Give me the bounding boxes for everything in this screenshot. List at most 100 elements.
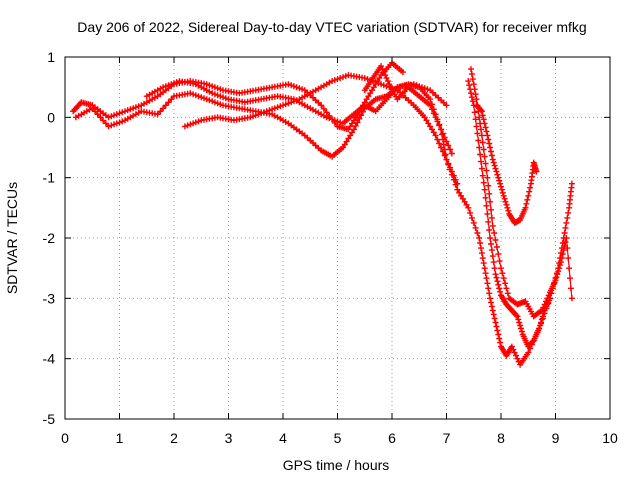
data-point	[502, 198, 509, 205]
data-point	[442, 151, 449, 158]
data-point	[94, 111, 101, 118]
data-point	[476, 114, 483, 121]
data-point	[443, 156, 450, 163]
x-axis-label: GPS time / hours	[283, 457, 390, 473]
data-point	[181, 123, 188, 130]
series-track-1	[70, 60, 406, 133]
data-point	[513, 352, 519, 359]
data-point	[556, 265, 563, 272]
data-point	[187, 90, 194, 97]
data-point	[211, 99, 218, 106]
data-point	[522, 204, 529, 211]
data-point	[500, 192, 507, 199]
data-point	[481, 153, 488, 160]
data-point	[516, 319, 523, 326]
data-point	[495, 251, 502, 258]
data-point	[252, 112, 259, 119]
data-point	[119, 109, 126, 116]
data-point	[557, 259, 564, 266]
data-point	[553, 274, 560, 281]
data-point	[372, 79, 379, 86]
data-point	[496, 335, 503, 342]
data-point	[447, 146, 454, 153]
data-point	[467, 209, 474, 216]
data-point	[285, 81, 292, 88]
data-point	[496, 177, 503, 184]
data-point	[488, 148, 494, 155]
data-point	[485, 136, 492, 143]
data-point	[318, 102, 325, 109]
data-point	[470, 81, 477, 88]
data-point	[552, 277, 559, 284]
data-point	[157, 108, 164, 115]
data-point	[478, 245, 484, 252]
data-point	[495, 331, 502, 338]
data-point	[479, 139, 486, 146]
data-point	[285, 100, 292, 107]
data-point	[499, 189, 506, 196]
data-point	[495, 281, 502, 288]
data-point	[439, 136, 446, 143]
data-point	[500, 275, 507, 282]
data-point	[537, 322, 544, 329]
data-point	[538, 319, 544, 326]
x-tick-label: 2	[170, 430, 178, 446]
series-track-4	[143, 78, 455, 157]
data-point	[479, 172, 486, 179]
data-point	[132, 104, 139, 111]
data-point	[483, 202, 490, 209]
data-point	[154, 111, 161, 118]
data-point	[527, 184, 534, 191]
data-point	[448, 150, 455, 157]
chart-title: Day 206 of 2022, Sidereal Day-to-day VTE…	[77, 19, 586, 35]
data-point	[436, 122, 443, 129]
data-point	[494, 171, 501, 178]
x-tick-label: 0	[61, 430, 69, 446]
data-point	[471, 109, 478, 116]
data-point	[100, 117, 107, 124]
data-point	[485, 218, 492, 225]
data-point	[525, 349, 532, 356]
data-point	[337, 75, 344, 82]
data-point	[491, 315, 498, 322]
data-point	[450, 176, 457, 183]
data-point	[345, 135, 352, 142]
data-point	[434, 118, 441, 125]
data-point	[468, 214, 475, 221]
data-point	[561, 230, 568, 236]
data-point	[436, 140, 443, 147]
data-point	[496, 258, 503, 265]
data-point	[567, 285, 574, 292]
data-point	[518, 325, 524, 332]
data-point	[488, 303, 495, 310]
data-point	[195, 93, 202, 100]
data-point	[568, 180, 575, 187]
data-point	[445, 142, 452, 149]
data-point	[493, 274, 500, 281]
data-point	[293, 84, 300, 91]
data-point	[498, 186, 505, 193]
data-point	[470, 219, 477, 226]
data-point	[475, 137, 482, 144]
data-point	[263, 108, 270, 115]
data-point	[432, 114, 439, 121]
data-point	[498, 265, 504, 272]
data-point	[127, 106, 134, 113]
data-point	[497, 180, 504, 187]
data-point	[195, 118, 202, 125]
data-point	[424, 86, 431, 93]
data-point	[563, 235, 570, 241]
data-point	[538, 316, 545, 323]
data-point	[469, 76, 476, 83]
data-point	[483, 167, 490, 174]
data-point	[472, 91, 479, 98]
data-point	[439, 130, 446, 137]
data-point	[271, 105, 278, 112]
y-tick-label: -1	[43, 170, 56, 186]
data-point	[430, 110, 437, 117]
data-point	[563, 219, 570, 226]
data-point	[564, 245, 571, 252]
data-point	[518, 328, 525, 335]
data-point	[565, 255, 572, 262]
data-point	[130, 105, 137, 112]
